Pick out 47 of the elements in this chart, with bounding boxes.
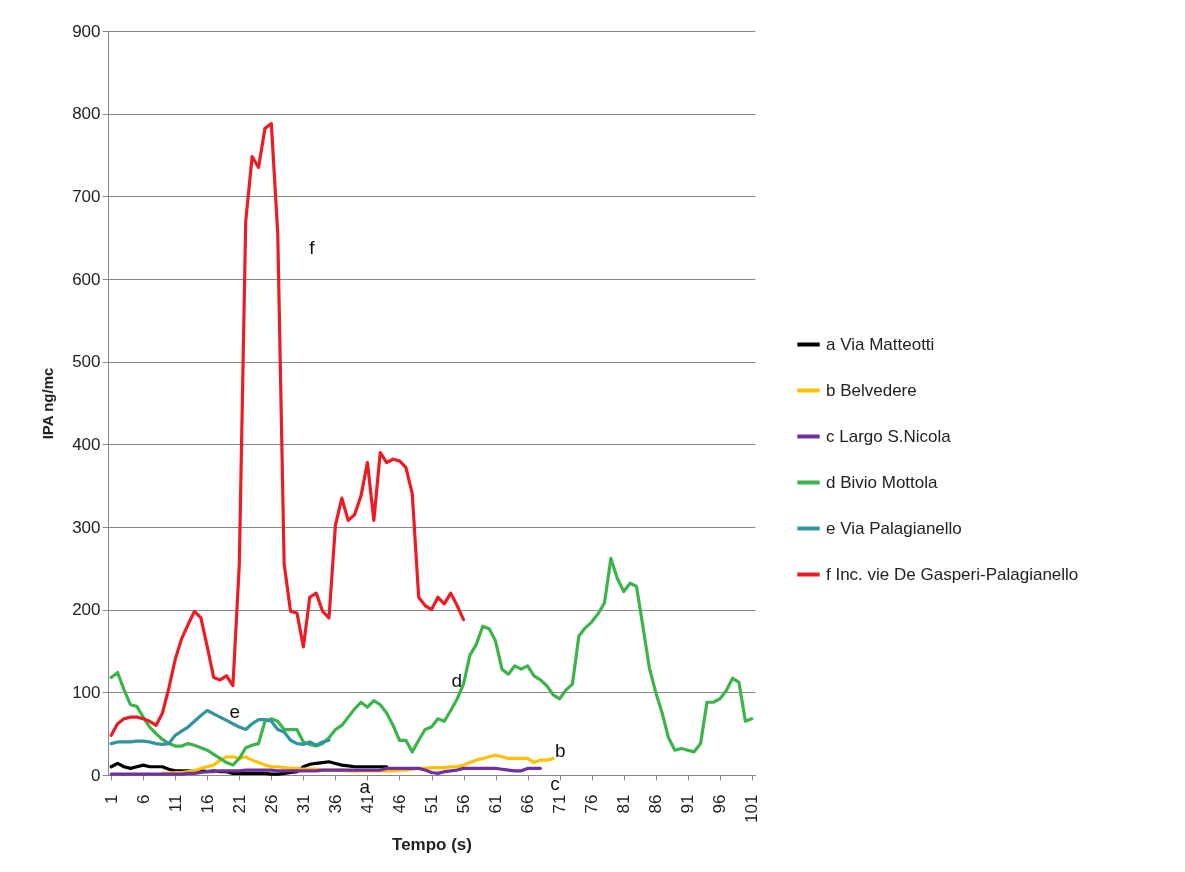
- x-tick-label: 56: [454, 794, 474, 814]
- x-tick-label: 51: [422, 794, 441, 814]
- y-tick-label: 0: [91, 765, 101, 785]
- y-tick-label: 100: [72, 682, 101, 702]
- annotation: f: [309, 237, 316, 259]
- y-tick-label: 900: [72, 21, 101, 41]
- x-tick-label: 101: [742, 794, 762, 823]
- line-series: [109, 708, 331, 747]
- legend-label: f Inc. vie De Gasperi-Palagianello: [826, 564, 1079, 584]
- x-tick-label: 61: [486, 794, 506, 814]
- legend-label: b Belvedere: [826, 380, 917, 400]
- y-tick-label: 300: [72, 517, 101, 537]
- y-tick-label: 400: [72, 434, 101, 454]
- x-tick-label: 41: [357, 794, 377, 814]
- line-series: [109, 121, 466, 737]
- x-tick-label: 76: [582, 794, 602, 814]
- x-tick-label: 11: [165, 794, 185, 813]
- x-tick-label: 81: [614, 794, 634, 814]
- annotation: e: [229, 700, 241, 722]
- x-tick-label: 21: [229, 794, 249, 814]
- text: a: [359, 775, 371, 797]
- x-tick-label: 46: [389, 794, 409, 814]
- y-tick-label: 600: [72, 269, 101, 289]
- y-tick-label: 500: [72, 352, 101, 372]
- y-axis-title: IPA ng/mc: [39, 367, 57, 440]
- x-tick-label: 31: [293, 794, 313, 814]
- x-tick-label: 96: [710, 794, 730, 814]
- y-tick-label: 700: [72, 186, 101, 206]
- x-tick-label: 91: [678, 794, 698, 814]
- legend-label: c Largo S.Nicola: [826, 426, 952, 446]
- annotation: d: [451, 670, 463, 692]
- x-tick-label: 66: [518, 794, 538, 814]
- y-tick-label: 200: [72, 600, 101, 620]
- annotation: b: [554, 740, 566, 762]
- x-tick-label: 1: [101, 794, 121, 804]
- x-tick-label: 71: [550, 794, 570, 814]
- x-tick-label: 16: [197, 794, 217, 814]
- x-tick-label: 36: [325, 794, 345, 814]
- x-tick-label: 26: [261, 794, 281, 814]
- annotation: c: [550, 773, 560, 794]
- x-axis-title: Tempo (s): [392, 834, 472, 854]
- legend-label: e Via Palagianello: [826, 518, 962, 538]
- x-tick-label: 6: [133, 794, 153, 804]
- legend-label: a Via Matteotti: [826, 334, 935, 354]
- y-tick-label: 800: [72, 104, 101, 124]
- x-tick-label: 86: [646, 794, 666, 814]
- legend-label: d Bivio Mottola: [826, 472, 939, 492]
